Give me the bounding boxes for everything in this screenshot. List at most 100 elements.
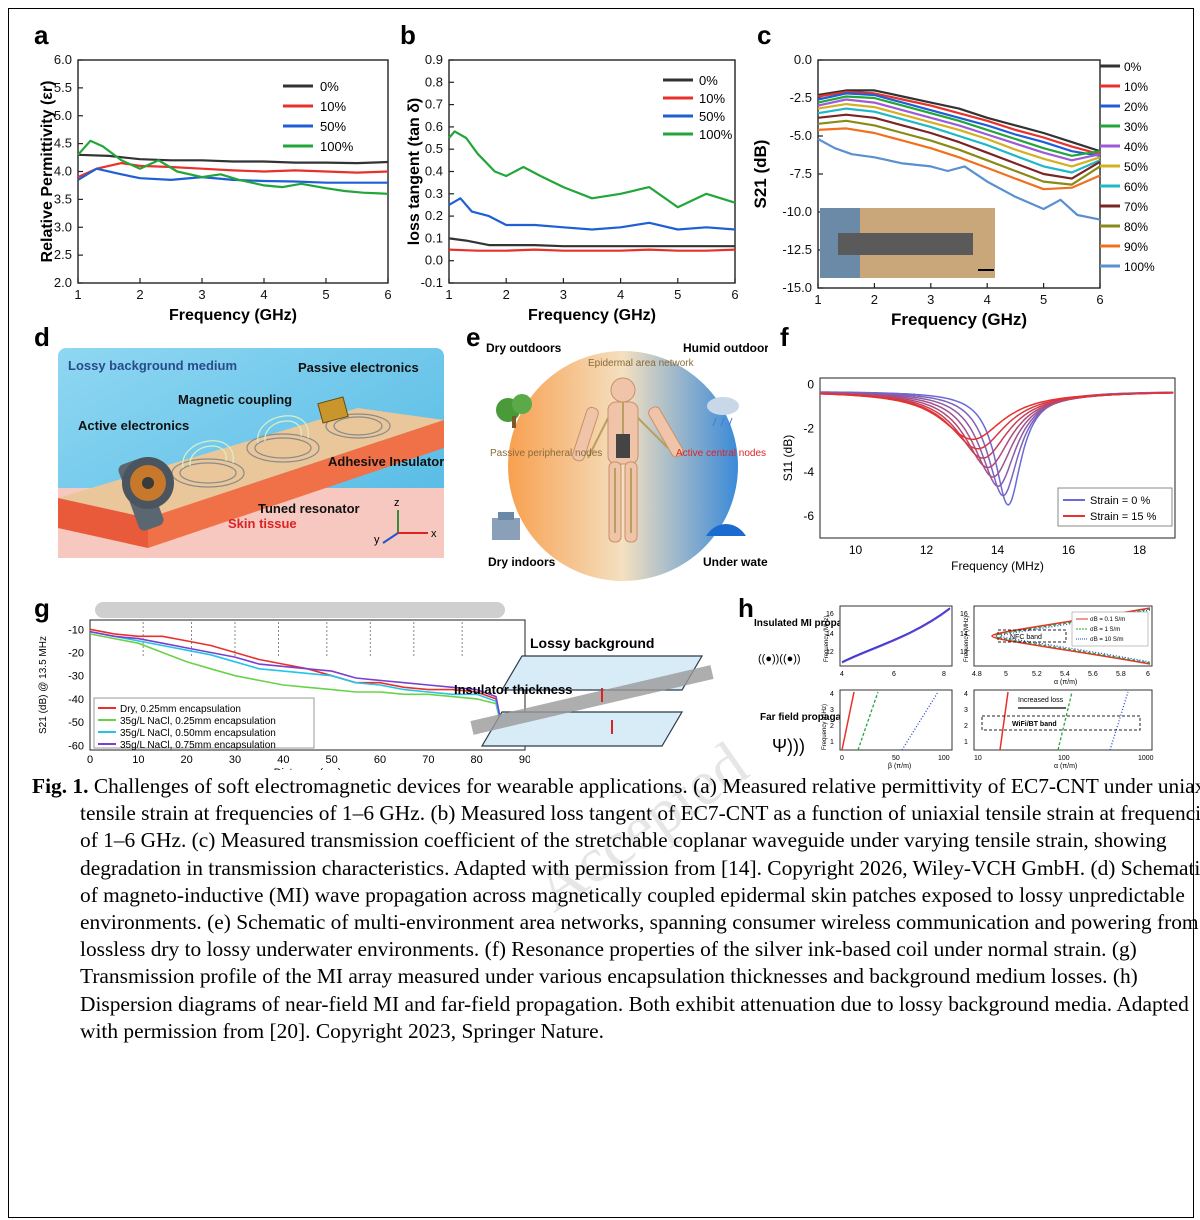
label-far-field: Far field propagation:: [760, 712, 863, 723]
y-tick-label: -10: [68, 624, 84, 636]
svg-text:NFC band: NFC band: [1010, 634, 1042, 641]
legend-label: 50%: [699, 109, 725, 124]
svg-text:5.8: 5.8: [1116, 671, 1126, 678]
series-line: [817, 98, 1101, 162]
plot-frame: [448, 59, 736, 284]
label-insulator-thickness: Insulator thickness: [454, 682, 572, 697]
y-tick-label: 0.0: [794, 52, 812, 67]
svg-text:100: 100: [938, 755, 950, 762]
legend-label: Dry, 0.25mm encapsulation: [120, 704, 241, 715]
panel-g-insulator-illustration: Lossy background Insulator thickness: [454, 635, 714, 747]
svg-text:α (π/m): α (π/m): [1054, 763, 1077, 770]
x-tick-label: 4: [617, 287, 624, 302]
svg-text:14: 14: [960, 631, 968, 638]
panel-label-b: b: [400, 20, 416, 50]
label-humid-outdoors: Humid outdoors: [683, 341, 768, 355]
legend-label: 20%: [1124, 100, 1148, 114]
svg-text:4: 4: [840, 671, 844, 678]
series-line: [817, 107, 1101, 174]
y-tick-label: 0.5: [425, 141, 443, 156]
y-tick-label: -15.0: [782, 280, 812, 295]
label-lossy-background: Lossy background: [530, 635, 654, 651]
svg-text:1000: 1000: [1138, 755, 1154, 762]
x-tick-label: 5: [1040, 292, 1047, 307]
y-tick-label: 5.5: [54, 80, 72, 95]
label-skin-tissue: Skin tissue: [228, 516, 297, 531]
series-line: [817, 92, 1101, 157]
svg-text:2: 2: [830, 723, 834, 730]
x-tick-label: 12: [920, 543, 934, 557]
y-tick-label: -20: [68, 648, 84, 660]
plot-ff-beta: 0 50 100 β (π/m) 1 2 3 4 Frequency (GHz): [822, 689, 953, 770]
svg-text:3: 3: [830, 707, 834, 714]
panel-label-h: h: [738, 593, 754, 623]
resonance-curve: [820, 392, 1174, 441]
legend-label: 0%: [699, 73, 718, 88]
y-axis-label: Relative Permittivity (εr): [39, 81, 56, 263]
legend-label: 60%: [1124, 180, 1148, 194]
series-line: [77, 167, 388, 184]
y-tick-label: 4.5: [54, 136, 72, 151]
svg-text:16: 16: [960, 611, 968, 618]
legend-label: 30%: [1124, 120, 1148, 134]
x-tick-label: 0: [87, 754, 93, 766]
x-tick-label: 10: [849, 543, 863, 557]
active-electronics-watch: [118, 457, 174, 531]
series-line: [817, 95, 1101, 157]
legend-box: [1057, 487, 1173, 527]
svg-text:16: 16: [826, 611, 834, 618]
caption-fig-label: Fig. 1.: [32, 774, 89, 798]
legend-label: 100%: [699, 127, 733, 142]
magnetic-field-lines: [182, 415, 309, 469]
svg-text:6: 6: [1146, 671, 1150, 678]
xyz-axes: z y x: [374, 497, 437, 546]
legend-label: 10%: [320, 99, 346, 114]
y-tick-label: 5.0: [54, 108, 72, 123]
x-tick-label: 4: [260, 287, 267, 302]
legend-label: 40%: [1124, 140, 1148, 154]
y-tick-label: -30: [68, 671, 84, 683]
x-tick-label: 50: [326, 754, 338, 766]
legend-label: 35g/L NaCl, 0.50mm encapsulation: [120, 728, 276, 739]
resonance-curve: [819, 392, 1174, 469]
series-line: [89, 633, 507, 746]
y-tick-label: -10.0: [782, 204, 812, 219]
svg-text:Frequency (GHz): Frequency (GHz): [822, 704, 828, 750]
x-tick-label: 3: [198, 287, 205, 302]
svg-text:x: x: [431, 528, 437, 540]
x-axis-label: Distance (cm): [274, 767, 342, 770]
x-axis-label: Frequency (GHz): [891, 310, 1027, 329]
panel-label-f: f: [780, 322, 789, 352]
y-tick-label: 0.7: [425, 97, 443, 112]
legend-label: 100%: [1124, 260, 1155, 274]
y-tick-label: 3.5: [54, 191, 72, 206]
x-tick-label: 60: [374, 754, 386, 766]
y-tick-label: 2.0: [54, 275, 72, 290]
y-tick-label: -4: [803, 465, 814, 479]
svg-text:Frequency (MHz): Frequency (MHz): [824, 616, 830, 662]
y-axis-label: S21 (dB) @ 13.5 MHz: [38, 636, 49, 734]
x-tick-label: 14: [991, 543, 1005, 557]
y-tick-label: 0: [807, 378, 814, 392]
legend-label: Strain = 0 %: [1090, 495, 1150, 507]
series-line: [448, 237, 735, 248]
legend-label: 0%: [1124, 60, 1142, 74]
y-tick-label: 0.0: [425, 253, 443, 268]
svg-text:σB = 0.1 S/m: σB = 0.1 S/m: [1090, 617, 1125, 623]
x-tick-label: 30: [229, 754, 241, 766]
x-tick-label: 5: [322, 287, 329, 302]
series-line: [817, 89, 1101, 153]
svg-text:0: 0: [840, 755, 844, 762]
chart-g-transmission: -10 -20 -30 -40 -50 -600 10 20 30 40 50 60 70 80 90 Dis…: [38, 602, 530, 770]
resonance-curve: [820, 391, 1174, 488]
skin-strip-side: [58, 498, 148, 548]
panel-e-body-network: Dry outdoors Humid outdoors Epidermal ar…: [486, 341, 768, 581]
plot-mi-beta: 12 14 16 4 6 8 Frequency (MHz): [824, 605, 953, 678]
svg-text:σB = 1 S/m: σB = 1 S/m: [1090, 627, 1120, 633]
x-tick-label: 5: [674, 287, 681, 302]
legend-label: 50%: [320, 119, 346, 134]
panel-label-e: e: [466, 322, 481, 352]
x-tick-label: 70: [422, 754, 434, 766]
legend-label: 70%: [1124, 200, 1148, 214]
x-tick-label: 80: [471, 754, 483, 766]
